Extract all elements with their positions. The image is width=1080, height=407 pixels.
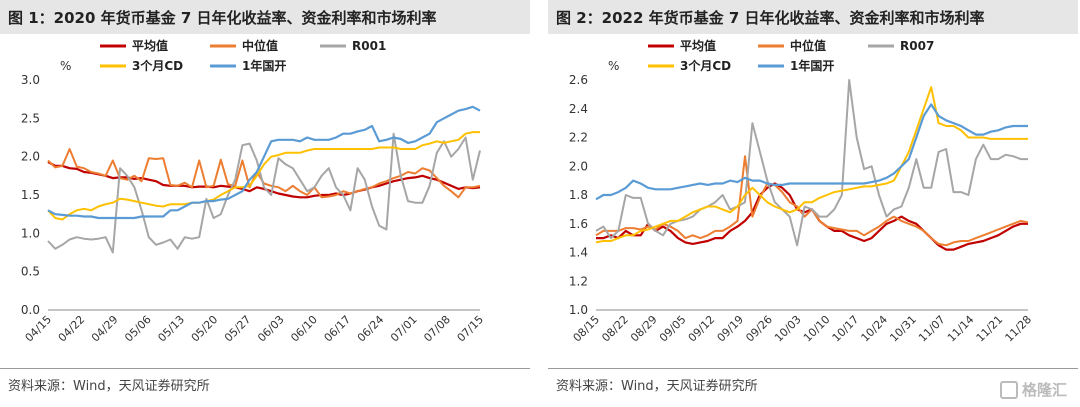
x-tick-label: 06/17	[322, 313, 354, 345]
x-tick-label: 10/03	[772, 313, 804, 345]
legend-label: 1年国开	[242, 58, 286, 73]
x-tick-label: 11/21	[974, 313, 1006, 345]
x-tick-label: 07/08	[421, 313, 453, 345]
chart-panel-left: 图 1：2020 年货币基金 7 日年化收益率、资金利率和市场利率 % 0.0 0.…	[0, 0, 530, 370]
series-line	[47, 131, 480, 221]
x-tick-label: 10/24	[859, 313, 891, 345]
x-tick-label: 04/29	[89, 313, 121, 345]
y-tick-label: 1.6	[569, 217, 588, 231]
y-tick-label: 1.0	[569, 303, 588, 317]
title-bar: 图 2：2022 年货币基金 7 日年化收益率、资金利率和市场利率	[548, 0, 1078, 34]
x-tick-label: 05/20	[189, 313, 221, 345]
y-tick-label: 0.5	[21, 265, 40, 279]
x-tick-label: 06/24	[355, 313, 387, 345]
x-tick-label: 07/01	[388, 313, 420, 345]
x-tick-label: 09/26	[743, 313, 775, 345]
x-tick-label: 06/03	[255, 313, 287, 345]
x-tick-label: 06/10	[288, 313, 320, 345]
y-tick-label: 1.0	[21, 226, 40, 240]
chart-title: 图 2：2022 年货币基金 7 日年化收益率、资金利率和市场利率	[556, 9, 985, 27]
y-tick-label: 1.5	[21, 188, 40, 202]
x-tick-label: 09/12	[686, 313, 718, 345]
legend-label: 3个月CD	[132, 58, 183, 73]
watermark-text: 格隆汇	[1022, 381, 1068, 399]
x-tick-label: 11/14	[945, 313, 977, 345]
y-unit-label: %	[608, 59, 619, 73]
y-tick-label: 1.2	[569, 274, 588, 288]
x-tick-label: 07/15	[455, 313, 487, 345]
series-line	[47, 105, 481, 220]
legend-label: 中位值	[242, 38, 278, 53]
divider	[0, 368, 530, 369]
y-tick-label: 2.5	[21, 111, 40, 125]
source-note: 资料来源：Wind，天风证券研究所	[556, 379, 758, 394]
x-tick-label: 09/05	[657, 313, 689, 345]
x-tick-label: 08/22	[599, 313, 631, 345]
watermark-logo: 格隆汇	[1000, 379, 1076, 401]
y-tick-label: 2.0	[569, 159, 588, 173]
y-tick-label: 2.2	[569, 131, 588, 145]
x-tick-label: 10/10	[801, 313, 833, 345]
x-tick-label: 10/31	[887, 313, 919, 345]
y-tick-label: 1.8	[569, 188, 588, 202]
x-tick-label: 08/15	[571, 313, 603, 345]
title-bar: 图 1：2020 年货币基金 7 日年化收益率、资金利率和市场利率	[0, 0, 530, 34]
x-tick-label: 11/07	[916, 313, 948, 345]
y-tick-label: 1.4	[569, 246, 588, 260]
legend-label: 3个月CD	[680, 58, 731, 73]
x-tick-label: 05/27	[222, 313, 254, 345]
x-tick-label: 05/13	[155, 313, 187, 345]
legend-label: R001	[352, 39, 386, 53]
y-tick-label: 0.0	[21, 303, 40, 317]
legend-label: R007	[900, 39, 934, 53]
x-tick-label: 08/29	[628, 313, 660, 345]
series-line	[595, 79, 1028, 247]
series-line	[595, 155, 1029, 247]
series-line	[47, 161, 481, 199]
x-tick-label: 05/06	[122, 313, 154, 345]
legend-label: 平均值	[132, 38, 168, 53]
x-tick-label: 04/22	[56, 313, 88, 345]
x-tick-label: 09/19	[715, 313, 747, 345]
chart-title: 图 1：2020 年货币基金 7 日年化收益率、资金利率和市场利率	[8, 9, 437, 27]
series-line	[595, 86, 1028, 244]
x-tick-label: 04/15	[23, 313, 55, 345]
source-note: 资料来源：Wind，天风证券研究所	[8, 379, 210, 394]
legend-label: 1年国开	[790, 58, 834, 73]
x-tick-label: 10/17	[830, 313, 862, 345]
y-tick-label: 2.4	[569, 102, 588, 116]
y-tick-label: 2.6	[569, 73, 588, 87]
y-tick-label: 2.0	[21, 150, 40, 164]
series-line	[595, 103, 1028, 201]
logo-icon	[1000, 381, 1018, 399]
x-tick-label: 11/28	[1003, 313, 1035, 345]
legend-label: 中位值	[790, 38, 826, 53]
series-line	[47, 132, 481, 254]
y-tick-label: 3.0	[21, 73, 40, 87]
legend-label: 平均值	[680, 38, 716, 53]
divider	[548, 368, 1078, 369]
line-chart-2022: % 1.0 1.2 1.4 1.6 1.8 2.0 2.2 2.4 2.6 08/1508/2208…	[569, 38, 1035, 345]
line-chart-2020: %0.00.51.01.52.02.53.004/15 04/22 04/29 05/…	[21, 38, 487, 345]
chart-panel-right: 图 2：2022 年货币基金 7 日年化收益率、资金利率和市场利率 % 1.0 1.…	[548, 0, 1078, 370]
y-unit-label: %	[60, 59, 71, 73]
